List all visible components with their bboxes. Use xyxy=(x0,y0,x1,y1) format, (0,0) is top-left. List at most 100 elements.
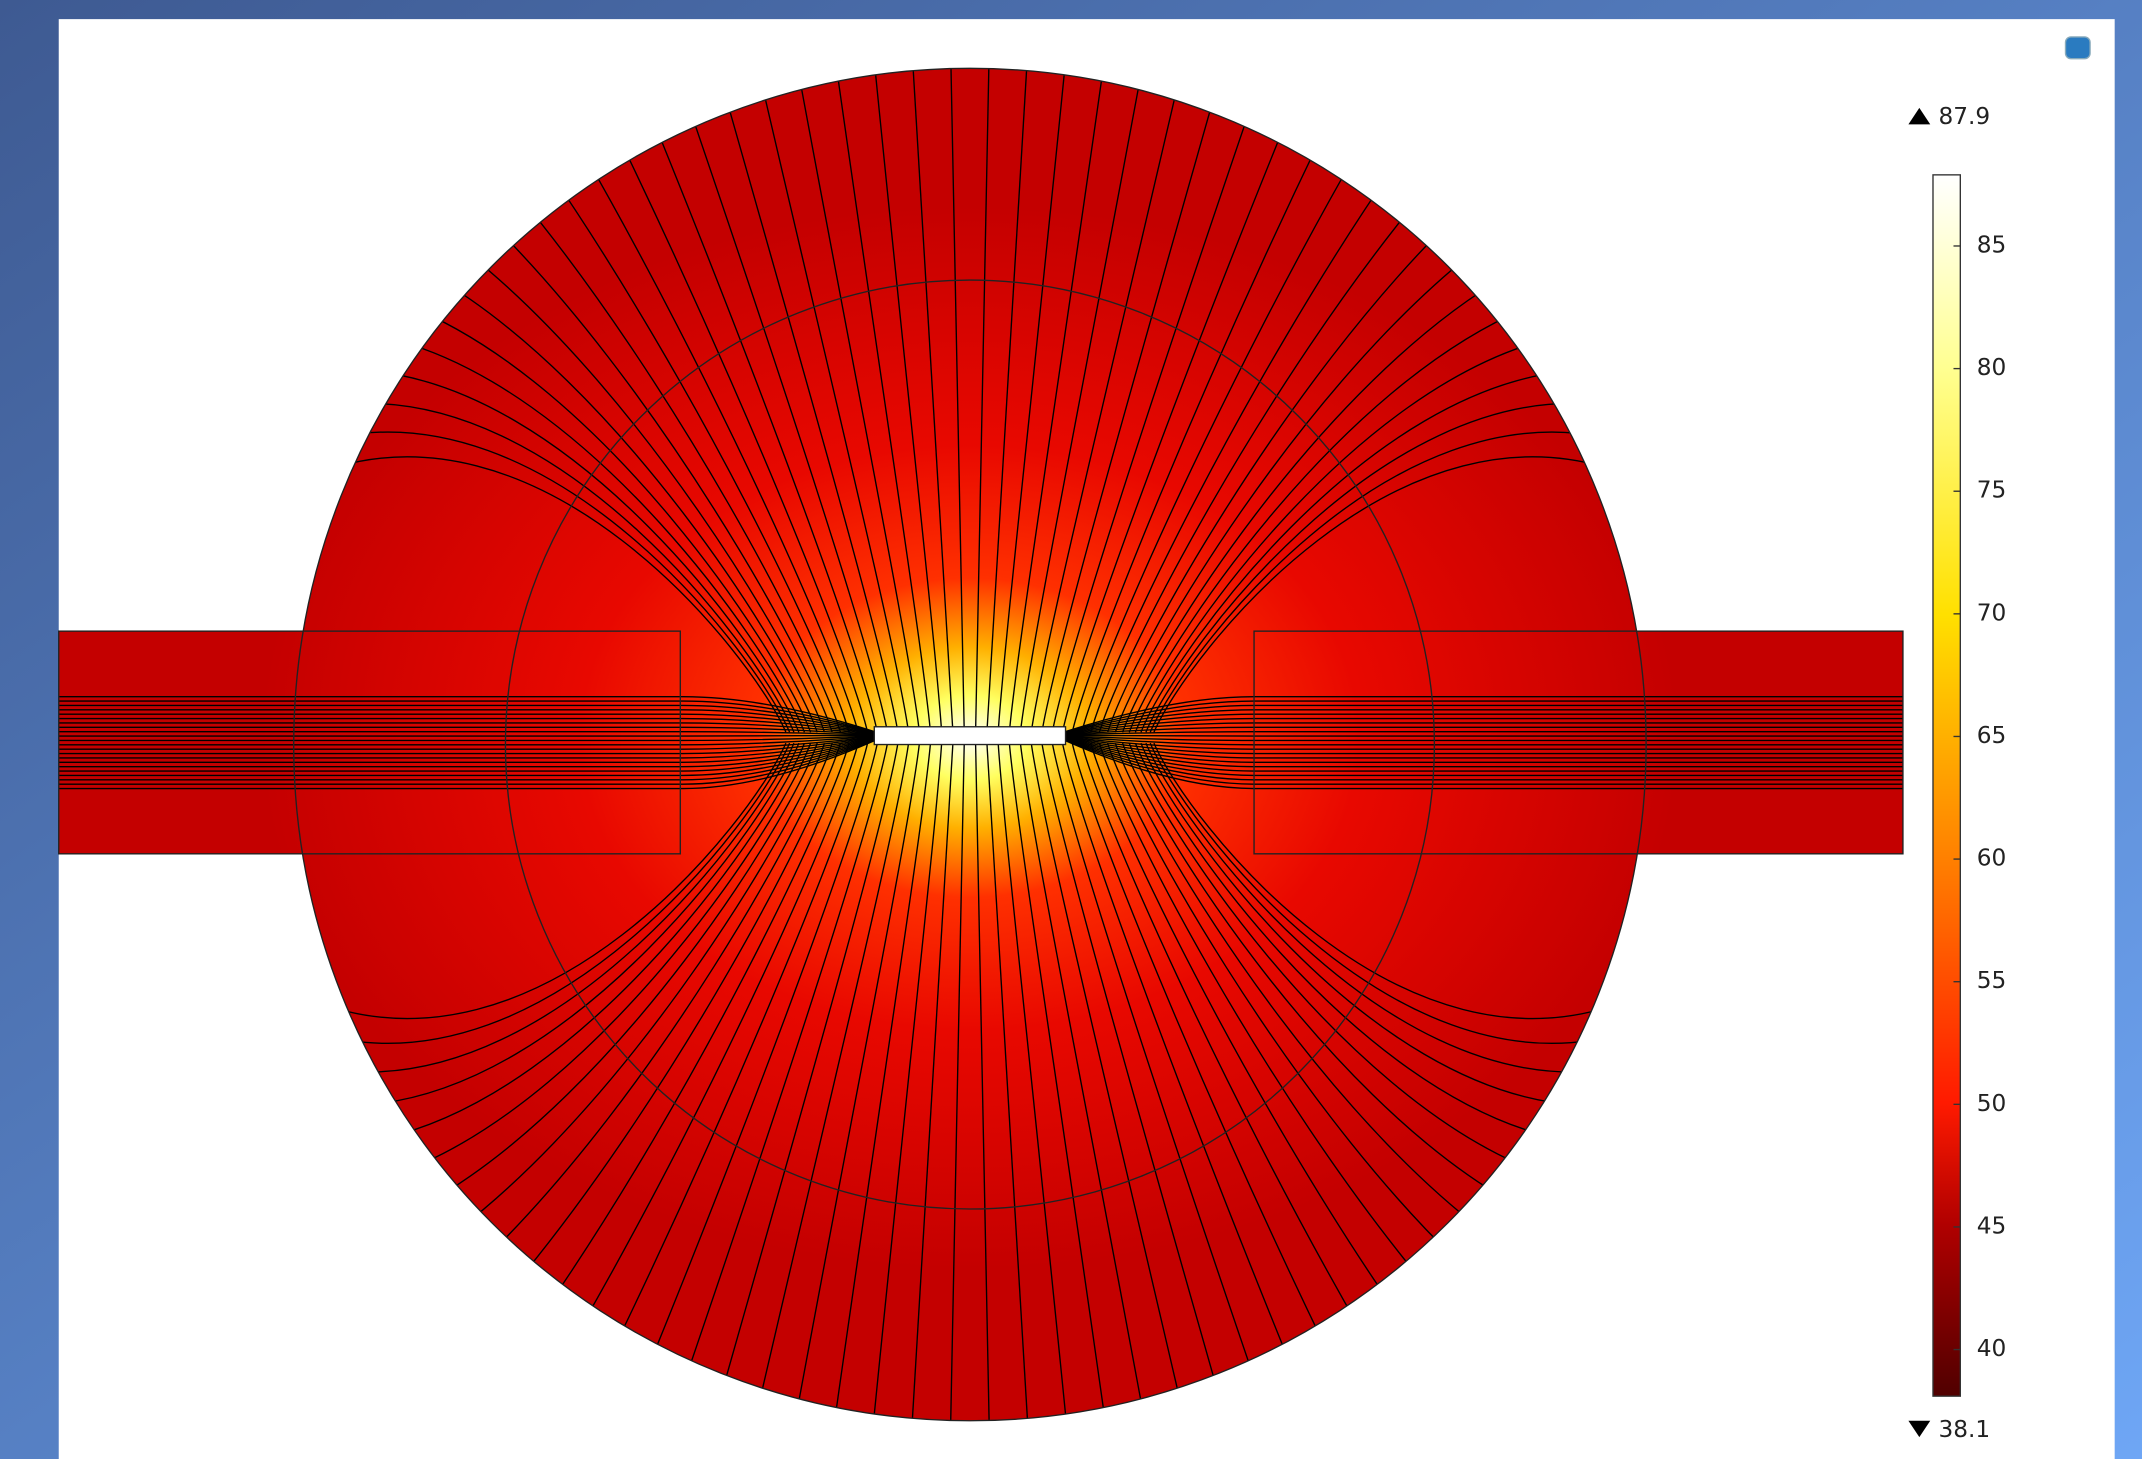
streamline xyxy=(58,737,875,763)
streamline xyxy=(58,736,875,759)
streamline xyxy=(974,68,991,733)
streamline xyxy=(430,273,818,733)
streamline xyxy=(718,743,899,1403)
streamline xyxy=(1019,743,1147,1421)
streamline xyxy=(1153,456,1631,733)
streamlines xyxy=(58,68,1903,1421)
streamline xyxy=(1065,713,1903,734)
streamline xyxy=(324,742,791,1044)
streamline xyxy=(1051,87,1258,733)
streamline xyxy=(58,696,875,733)
tick-label: 40 xyxy=(1977,1335,2007,1362)
streamline xyxy=(1065,738,1903,777)
streamline xyxy=(1051,743,1258,1388)
streamline xyxy=(545,166,850,733)
streamline xyxy=(1121,742,1509,1202)
streamline xyxy=(1065,738,1903,772)
tick-label: 55 xyxy=(1977,967,2007,994)
streamline xyxy=(1098,191,1425,733)
streamline xyxy=(361,742,800,1106)
streamline xyxy=(1008,68,1108,733)
streamline xyxy=(1065,731,1903,736)
streamline xyxy=(342,402,795,733)
streamline xyxy=(383,336,806,733)
streamline xyxy=(1041,743,1222,1403)
streamline xyxy=(1140,742,1578,1106)
streamline xyxy=(1149,431,1616,733)
streamline xyxy=(1019,68,1147,733)
streamline xyxy=(324,431,791,733)
streamline xyxy=(793,68,921,733)
streamline xyxy=(1061,104,1294,733)
streamline xyxy=(1140,369,1578,733)
streamline xyxy=(646,104,879,733)
streamline xyxy=(1065,734,1903,737)
streamline xyxy=(1134,336,1557,733)
color-legend: 87.9 38.1 40 45 50 55 60 65 70 75 80 85 xyxy=(1908,103,2006,1443)
streamline xyxy=(949,743,965,1421)
streamline xyxy=(58,739,875,781)
streamline xyxy=(1065,735,1903,746)
streamline xyxy=(1065,737,1903,763)
streamline xyxy=(58,736,875,750)
streamline xyxy=(997,743,1069,1421)
streamline xyxy=(58,737,875,768)
streamline xyxy=(1061,743,1294,1371)
streamline xyxy=(514,742,842,1285)
streamline xyxy=(58,738,875,777)
max-arrow xyxy=(1908,107,1931,125)
window-icon[interactable] xyxy=(2064,36,2091,60)
streamline xyxy=(430,742,818,1202)
streamline xyxy=(457,742,826,1231)
streamline xyxy=(832,68,932,733)
tick-label: 45 xyxy=(1977,1212,2007,1239)
streamline xyxy=(1065,737,1903,768)
streamline xyxy=(986,68,1030,733)
streamline xyxy=(1065,696,1903,733)
streamline xyxy=(485,217,833,733)
streamline xyxy=(986,743,1030,1421)
streamline xyxy=(1149,742,1616,1044)
streamline xyxy=(1065,736,1903,755)
streamline xyxy=(1065,736,1903,750)
streamline xyxy=(58,709,875,734)
streamline xyxy=(58,731,875,736)
streamline xyxy=(755,68,910,733)
streamline xyxy=(1106,217,1455,733)
streamline xyxy=(514,191,842,733)
streamline xyxy=(1114,244,1483,733)
tick-label: 80 xyxy=(1977,354,2007,381)
geometry-edges xyxy=(58,67,1904,1422)
streamline xyxy=(1065,704,1903,734)
streamline xyxy=(578,144,859,733)
streamline xyxy=(485,742,833,1259)
streamline xyxy=(1090,166,1394,733)
streamline xyxy=(1081,144,1362,733)
streamline xyxy=(58,739,875,785)
streamline xyxy=(1008,743,1108,1421)
streamline xyxy=(1065,735,1903,742)
streamline xyxy=(1090,742,1394,1309)
streamline xyxy=(718,72,899,733)
streamline xyxy=(1134,742,1557,1139)
streamline xyxy=(309,742,787,1020)
streamline xyxy=(1065,739,1903,785)
streamline xyxy=(1098,742,1425,1285)
streamline xyxy=(1065,739,1903,781)
streamline xyxy=(1128,304,1534,733)
streamline xyxy=(793,743,921,1421)
streamline xyxy=(58,713,875,734)
streamline xyxy=(1071,743,1329,1352)
streamline xyxy=(58,726,875,736)
streamline xyxy=(58,740,875,790)
streamline xyxy=(1065,736,1903,759)
streamline xyxy=(1065,717,1903,735)
tick-label: 70 xyxy=(1977,599,2007,626)
tick-label: 50 xyxy=(1977,1090,2007,1117)
color-bar xyxy=(1932,174,1961,1397)
streamline xyxy=(974,743,991,1421)
tick-label: 65 xyxy=(1977,722,2007,749)
streamline xyxy=(58,700,875,733)
streamline xyxy=(1145,742,1598,1073)
